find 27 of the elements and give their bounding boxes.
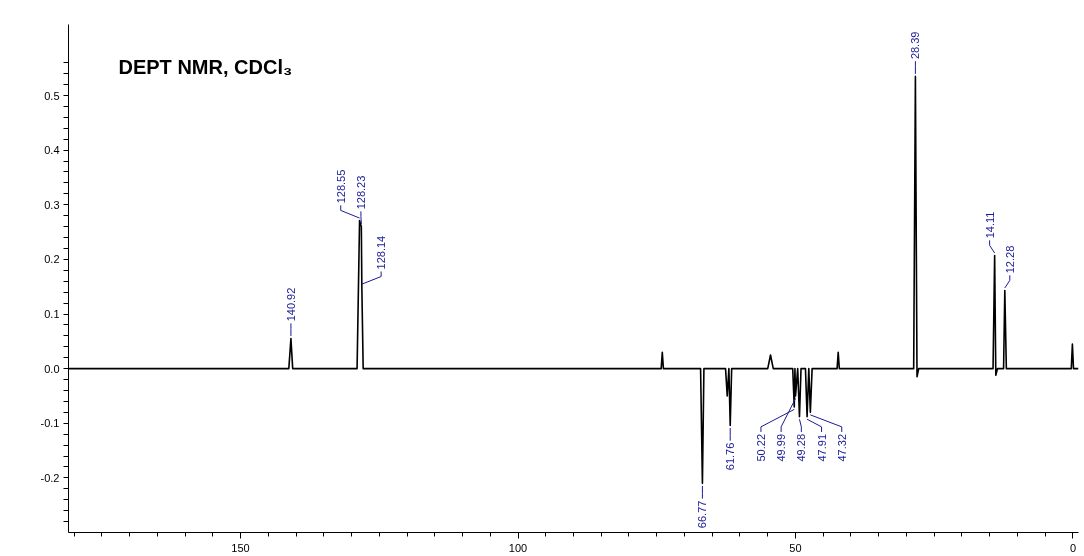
x-tick-label: 50 (789, 541, 802, 554)
annotation: 128.55 (334, 169, 347, 204)
annotation: 14.11 (983, 211, 996, 239)
y-tick-label: 0.2 (44, 253, 60, 266)
annotation: 66.77 (696, 500, 709, 529)
annotation: 28.39 (909, 31, 922, 60)
annotation: 61.76 (724, 442, 737, 471)
y-tick-label: 0.3 (44, 198, 60, 211)
annotation: 49.28 (795, 433, 808, 462)
annotation: 47.91 (815, 433, 828, 462)
x-tick-label: 0 (1069, 541, 1077, 554)
annotation: 12.28 (1003, 245, 1016, 274)
annotation: 140.92 (284, 287, 297, 322)
x-tick-label: 100 (508, 541, 528, 554)
annotation: 128.23 (354, 175, 367, 210)
y-tick-label: -0.1 (40, 417, 60, 430)
annotation: 49.99 (775, 433, 788, 462)
y-tick-label: 0.0 (44, 362, 60, 375)
y-tick-label: -0.2 (40, 471, 60, 484)
x-tick-label: 150 (231, 541, 250, 554)
annotation: 128.14 (375, 235, 388, 270)
y-tick-label: 0.1 (44, 308, 60, 321)
y-tick-label: 0.4 (44, 144, 60, 157)
annotation: 50.22 (754, 433, 767, 462)
annotation: 47.32 (835, 433, 848, 462)
text: DEPT NMR, CDCl₃ (118, 55, 293, 78)
y-tick-label: 0.5 (44, 89, 60, 102)
